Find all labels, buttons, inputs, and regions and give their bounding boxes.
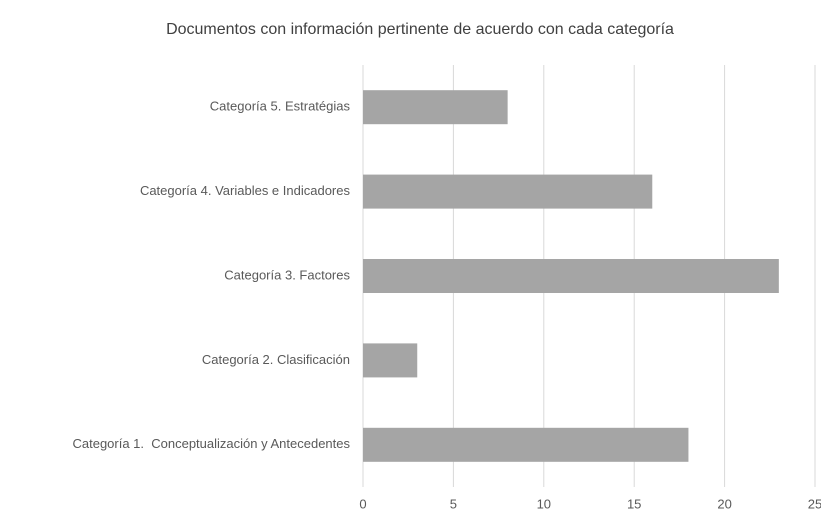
y-tick-label: Categoría 2. Clasificación: [202, 352, 350, 367]
x-tick-label: 5: [450, 496, 457, 511]
y-tick-label: Categoría 4. Variables e Indicadores: [140, 183, 351, 198]
chart-title: Documentos con información pertinente de…: [166, 21, 674, 38]
bar: [363, 90, 508, 125]
y-tick-label: Categoría 5. Estratégias: [210, 99, 351, 114]
x-tick-label: 10: [537, 496, 551, 511]
x-tick-label: 0: [359, 496, 366, 511]
y-tick-label: Categoría 1. Conceptualización y Anteced…: [72, 436, 350, 451]
x-tick-label: 20: [717, 496, 731, 511]
bar: [363, 427, 689, 462]
bar: [363, 174, 653, 209]
y-tick-label: Categoría 3. Factores: [224, 267, 350, 282]
x-tick-label: 25: [808, 496, 821, 511]
bar: [363, 343, 418, 378]
bar: [363, 259, 779, 293]
x-tick-label: 15: [627, 496, 641, 511]
